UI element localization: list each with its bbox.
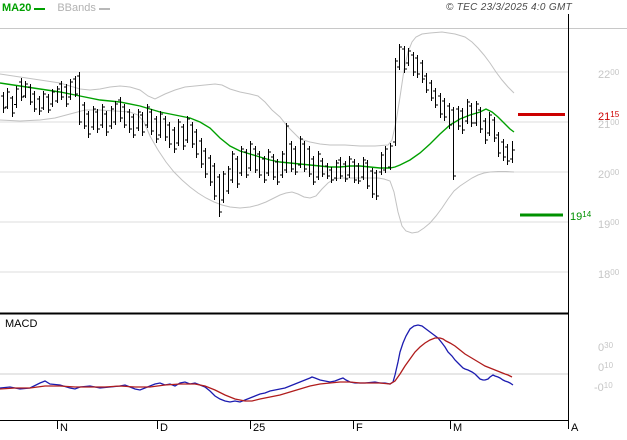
bbands-line-swatch-icon — [98, 7, 110, 10]
macd-panel-title: MACD — [5, 318, 38, 330]
legend-label-ma20: MA20 — [2, 2, 32, 14]
legend: MA20 BBands — [2, 3, 110, 14]
ma20-line-swatch-icon — [34, 7, 46, 10]
legend-label-bbands: BBands — [57, 2, 96, 14]
copyright-text: © TEC 23/3/2025 4:0 GMT — [446, 2, 572, 13]
